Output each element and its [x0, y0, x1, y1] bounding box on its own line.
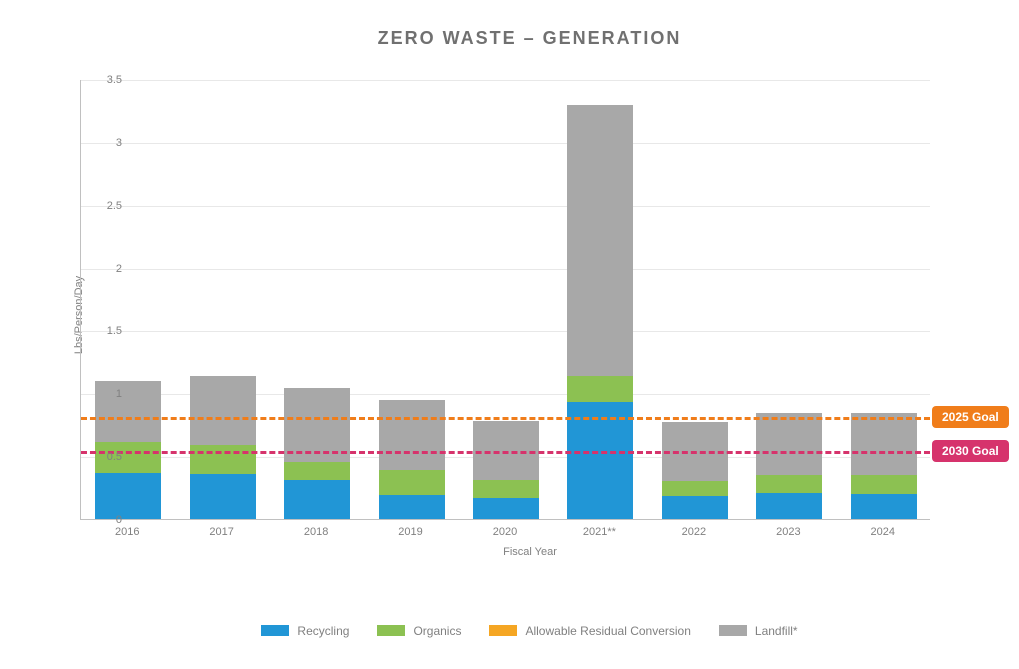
y-tick-label: 2.5 [82, 200, 122, 212]
bar-segment-recycling [851, 494, 917, 519]
bar-segment-organics [473, 480, 539, 498]
gridline [81, 206, 930, 207]
bar-segment-recycling [284, 480, 350, 519]
legend-label: Landfill* [755, 624, 798, 638]
x-tick-label: 2017 [209, 526, 233, 538]
bar-segment-recycling [662, 496, 728, 519]
legend-swatch [261, 625, 289, 636]
bar-group [567, 105, 633, 519]
bar-segment-landfill [756, 413, 822, 475]
chart-title: ZERO WASTE – GENERATION [20, 20, 1019, 59]
bar-group [473, 421, 539, 519]
legend-label: Organics [413, 624, 461, 638]
legend-item: Allowable Residual Conversion [489, 624, 690, 638]
bar-segment-recycling [756, 493, 822, 519]
goal-badge: 2030 Goal [932, 440, 1009, 462]
bar-group [756, 413, 822, 519]
x-tick-label: 2024 [871, 526, 895, 538]
bar-group [662, 422, 728, 519]
legend-swatch [489, 625, 517, 636]
x-axis-label: Fiscal Year [503, 546, 557, 558]
bar-segment-recycling [473, 498, 539, 519]
x-tick-label: 2022 [682, 526, 706, 538]
y-tick-label: 1.5 [82, 325, 122, 337]
goal-line [81, 417, 930, 420]
bar-segment-landfill [851, 413, 917, 475]
bar-segment-organics [662, 481, 728, 496]
bar-segment-landfill [190, 376, 256, 445]
gridline [81, 143, 930, 144]
goal-badge: 2025 Goal [932, 406, 1009, 428]
bar-segment-organics [379, 470, 445, 495]
plot-area-wrapper: Lbs/Person/Day Fiscal Year 00.511.522.53… [80, 80, 980, 550]
legend-swatch [719, 625, 747, 636]
y-tick-label: 2 [82, 263, 122, 275]
bar-segment-landfill [379, 400, 445, 470]
bar-segment-organics [851, 475, 917, 494]
x-tick-label: 2016 [115, 526, 139, 538]
legend: Recycling Organics Allowable Residual Conv… [20, 623, 1019, 641]
y-tick-label: 0.5 [82, 451, 122, 463]
legend-item: Landfill* [719, 624, 798, 638]
x-tick-label: 2019 [398, 526, 422, 538]
bar-segment-organics [567, 376, 633, 402]
chart-container: ZERO WASTE – GENERATION Lbs/Person/Day F… [20, 20, 1019, 649]
legend-label: Allowable Residual Conversion [525, 624, 690, 638]
bar-segment-recycling [95, 473, 161, 520]
bar-group [851, 413, 917, 519]
y-tick-label: 0 [82, 514, 122, 526]
gridline [81, 269, 930, 270]
x-tick-label: 2020 [493, 526, 517, 538]
plot-area [80, 80, 930, 520]
bar-segment-recycling [379, 495, 445, 519]
legend-swatch [377, 625, 405, 636]
x-tick-label: 2018 [304, 526, 328, 538]
legend-item: Organics [377, 624, 461, 638]
x-tick-label: 2023 [776, 526, 800, 538]
y-tick-label: 1 [82, 388, 122, 400]
bar-segment-organics [284, 462, 350, 480]
goal-line [81, 451, 930, 454]
y-tick-label: 3.5 [82, 74, 122, 86]
bar-segment-organics [756, 475, 822, 493]
gridline [81, 80, 930, 81]
gridline [81, 331, 930, 332]
bar-segment-recycling [190, 474, 256, 519]
y-tick-label: 3 [82, 137, 122, 149]
bar-segment-organics [190, 445, 256, 474]
legend-label: Recycling [297, 624, 349, 638]
x-tick-label: 2021** [583, 526, 616, 538]
legend-item: Recycling [261, 624, 349, 638]
bar-group [190, 376, 256, 519]
bar-segment-landfill [567, 105, 633, 375]
